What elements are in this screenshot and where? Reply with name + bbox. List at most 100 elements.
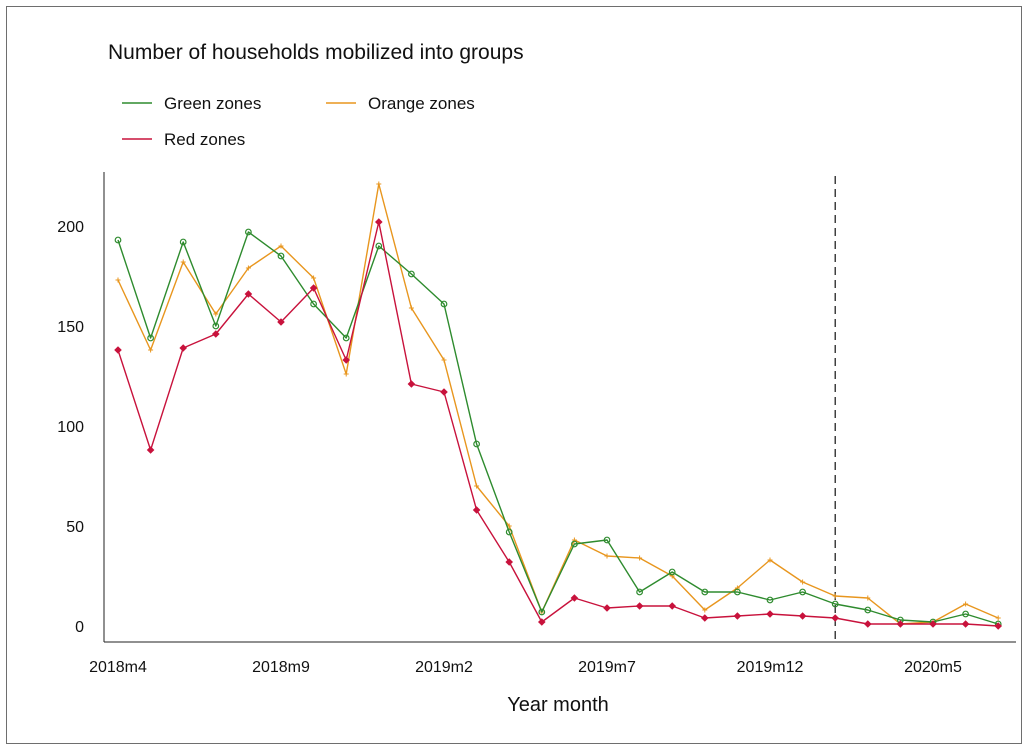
- series-orange-zones: [115, 181, 1001, 627]
- data-point: [701, 614, 709, 622]
- data-point: [571, 540, 578, 548]
- data-point: [342, 334, 350, 342]
- data-point: [474, 483, 480, 489]
- data-point: [603, 536, 611, 544]
- data-point: [798, 612, 807, 620]
- data-point: [963, 601, 969, 607]
- data-point: [831, 600, 839, 608]
- data-point: [864, 606, 872, 614]
- data-point: [148, 347, 154, 353]
- legend-label: Green zones: [164, 94, 261, 113]
- data-point: [375, 242, 383, 250]
- axes: 0 50 100 150 200 2018m4 2018m9 2019m2 2019m7 2019…: [57, 172, 1016, 676]
- x-tick-label: 2019m7: [578, 659, 636, 676]
- data-point: [114, 236, 122, 244]
- data-point: [538, 608, 546, 616]
- y-tick-label: 50: [66, 519, 84, 536]
- data-point: [212, 322, 220, 330]
- legend-label: Orange zones: [368, 94, 475, 113]
- data-point: [278, 243, 284, 249]
- data-point: [342, 356, 350, 364]
- series-line: [117, 221, 999, 627]
- series-layer: [114, 181, 1002, 630]
- data-point: [179, 344, 187, 352]
- data-point: [702, 607, 708, 613]
- data-point: [733, 612, 742, 620]
- data-point: [831, 614, 839, 622]
- x-tick-label: 2020m5: [904, 659, 962, 676]
- data-point: [668, 568, 676, 576]
- data-point: [832, 593, 838, 599]
- data-point: [864, 620, 872, 628]
- data-point: [440, 300, 448, 308]
- data-point: [604, 553, 610, 559]
- y-tick-label: 100: [57, 419, 84, 436]
- data-point: [114, 346, 122, 354]
- data-point: [441, 357, 447, 363]
- data-point: [213, 311, 219, 317]
- data-point: [244, 290, 253, 298]
- data-point: [180, 259, 186, 265]
- data-point: [766, 610, 774, 618]
- legend: Green zones Orange zones Red zones: [122, 94, 475, 149]
- series-green-zones: [114, 228, 1002, 628]
- data-point: [115, 277, 121, 283]
- data-point: [277, 318, 285, 326]
- series-red-zones: [114, 218, 1002, 630]
- x-tick-label: 2018m9: [252, 659, 310, 676]
- data-point: [146, 446, 155, 454]
- data-point: [766, 596, 774, 604]
- data-point: [635, 602, 644, 610]
- x-tick-label: 2019m2: [415, 659, 473, 676]
- chart-title: Number of households mobilized into grou…: [108, 41, 524, 64]
- data-point: [603, 604, 611, 612]
- y-tick-label: 150: [57, 319, 84, 336]
- series-line: [117, 183, 999, 625]
- data-point: [212, 330, 220, 338]
- legend-item: Green zones: [122, 94, 261, 113]
- data-point: [800, 579, 806, 585]
- data-point: [375, 218, 383, 226]
- data-point: [408, 305, 414, 311]
- data-point: [376, 181, 382, 187]
- data-point: [505, 558, 513, 566]
- x-axis-title: Year month: [507, 694, 609, 716]
- data-point: [311, 275, 317, 281]
- data-point: [994, 622, 1002, 630]
- data-point: [767, 557, 773, 563]
- y-tick-label: 0: [75, 619, 84, 636]
- data-point: [995, 615, 1001, 621]
- data-point: [473, 440, 481, 448]
- data-point: [408, 270, 415, 278]
- data-point: [245, 265, 251, 271]
- legend-item: Orange zones: [326, 94, 475, 113]
- data-point: [961, 620, 970, 628]
- data-point: [505, 528, 513, 536]
- data-point: [440, 388, 448, 396]
- data-point: [799, 588, 806, 596]
- data-point: [734, 588, 741, 596]
- data-point: [277, 252, 285, 260]
- data-point: [962, 610, 969, 618]
- x-tick-label: 2019m12: [737, 659, 804, 676]
- data-point: [310, 300, 318, 308]
- legend-item: Red zones: [122, 130, 245, 149]
- data-point: [343, 371, 349, 377]
- data-point: [309, 284, 318, 292]
- data-point: [636, 588, 643, 596]
- data-point: [472, 506, 481, 514]
- data-point: [179, 238, 187, 246]
- data-point: [637, 555, 643, 561]
- series-line: [117, 231, 999, 625]
- x-tick-label: 2018m4: [89, 659, 147, 676]
- data-point: [570, 594, 579, 602]
- data-point: [244, 228, 252, 236]
- y-tick-label: 200: [57, 219, 84, 236]
- data-point: [929, 620, 937, 628]
- data-point: [701, 588, 709, 596]
- data-point: [896, 620, 905, 628]
- data-point: [147, 334, 155, 342]
- data-point: [538, 618, 546, 626]
- data-point: [407, 380, 416, 388]
